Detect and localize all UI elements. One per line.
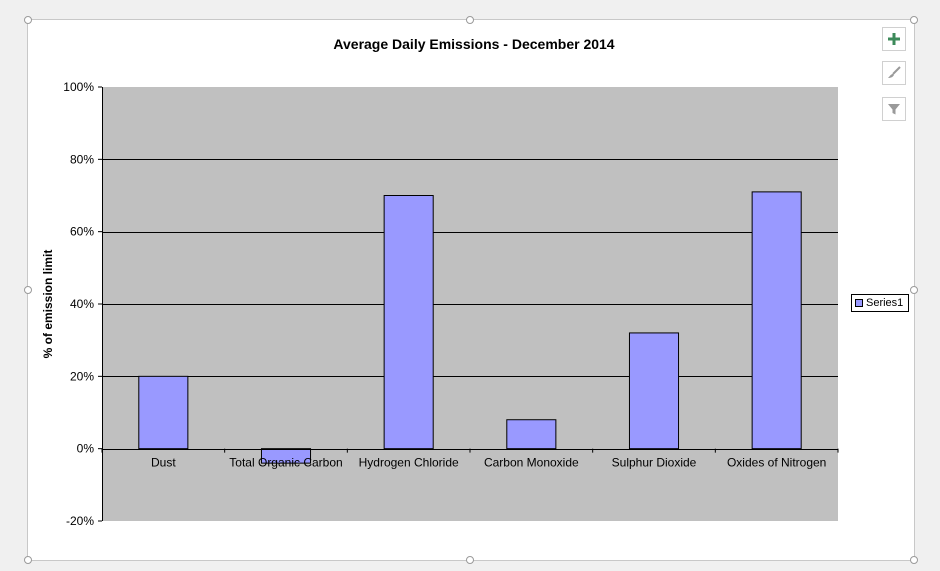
resize-handle-top-right[interactable] <box>910 16 918 24</box>
resize-handle-bottom[interactable] <box>466 556 474 564</box>
bar <box>383 195 434 450</box>
legend-label: Series1 <box>866 297 904 309</box>
y-axis-label: % of emission limit <box>41 250 55 359</box>
y-tick-label: -20% <box>66 514 94 528</box>
resize-handle-bottom-right[interactable] <box>910 556 918 564</box>
y-tick-label: 100% <box>63 80 94 94</box>
bar <box>628 332 680 450</box>
y-tick-label: 0% <box>77 442 95 456</box>
tick-labels: -20% 0% 20% 40% 60% 80% 100% Dust Total Organic … <box>63 80 826 528</box>
x-tick-label: Sulphur Dioxide <box>612 456 697 470</box>
bar <box>138 375 189 450</box>
resize-handle-left[interactable] <box>24 286 32 294</box>
bar <box>506 419 557 450</box>
x-tick-label: Carbon Monoxide <box>484 456 579 470</box>
axes <box>98 86 839 522</box>
legend[interactable]: Series1 <box>851 294 909 312</box>
y-tick-label: 40% <box>70 297 94 311</box>
resize-handle-bottom-left[interactable] <box>24 556 32 564</box>
y-tick-label: 60% <box>70 225 94 239</box>
bar <box>751 191 802 450</box>
y-tick-label: 20% <box>70 369 94 383</box>
x-tick-label: Dust <box>151 456 176 470</box>
chart-filters-button[interactable] <box>882 97 906 121</box>
plus-icon <box>888 33 900 45</box>
chart-styles-button[interactable] <box>882 61 906 85</box>
resize-handle-right[interactable] <box>910 286 918 294</box>
x-tick-label: Oxides of Nitrogen <box>727 456 826 470</box>
gridlines <box>102 159 838 377</box>
legend-swatch <box>855 299 863 307</box>
bars <box>138 191 802 464</box>
y-tick-label: 80% <box>70 152 94 166</box>
resize-handle-top-left[interactable] <box>24 16 32 24</box>
filter-icon <box>888 104 900 115</box>
x-tick-label: Total Organic Carbon <box>229 456 342 470</box>
resize-handle-top[interactable] <box>466 16 474 24</box>
chart-elements-button[interactable] <box>882 27 906 51</box>
bar <box>260 448 312 464</box>
brush-icon <box>888 66 901 78</box>
chart-title: Average Daily Emissions - December 2014 <box>333 36 614 52</box>
x-tick-label: Hydrogen Chloride <box>359 456 459 470</box>
